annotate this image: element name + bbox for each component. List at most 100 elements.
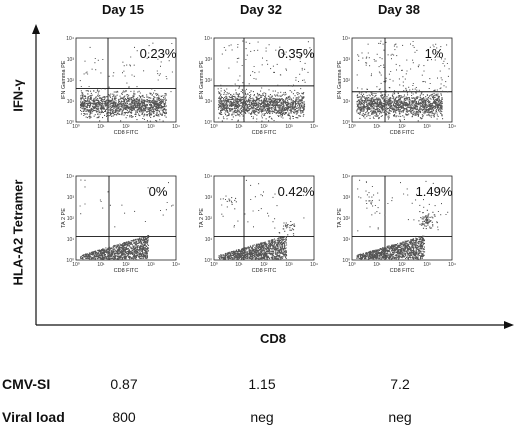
y-tick-label: 10³: [67, 195, 75, 201]
x-tick-label: 10¹: [373, 124, 381, 130]
x-axis-label: CD8 FITC: [114, 130, 139, 136]
column-header-day15: Day 15: [102, 2, 144, 17]
x-tick-label: 10²: [398, 124, 406, 130]
x-tick-label: 10²: [122, 124, 130, 130]
y-axis-label: TA 2 PE: [337, 208, 343, 228]
x-axis-label: CD8 FITC: [390, 268, 415, 274]
y-tick-label: 10¹: [343, 237, 351, 243]
quadrant-percentage: 1.49%: [416, 184, 453, 199]
x-tick-label: 10¹: [97, 262, 105, 268]
x-tick-label: 10³: [285, 124, 293, 130]
x-tick-label: 10⁰: [348, 124, 356, 130]
x-axis-label: CD8 FITC: [252, 268, 277, 274]
x-tick-label: 10³: [147, 262, 155, 268]
quadrant-percentage: 0.23%: [140, 46, 177, 61]
event-dots: [356, 40, 450, 122]
viral-load-value-day32: neg: [250, 409, 274, 425]
cmv-si-value-day32: 1.15: [248, 376, 276, 392]
y-axis-label: IFN Gamma PE: [199, 60, 205, 99]
y-tick-label: 10³: [343, 195, 351, 201]
panel-frame: [75, 175, 177, 261]
x-axis-label: CD8 FITC: [114, 268, 139, 274]
y-tick-label: 10²: [205, 78, 213, 84]
panel-frame: [351, 175, 453, 261]
x-tick-label: 10⁰: [348, 262, 356, 268]
y-tick-label: 10¹: [205, 99, 213, 105]
y-axis-label: TA 2 PE: [61, 208, 67, 228]
quadrant-percentage: 1%: [425, 46, 444, 61]
x-tick-label: 10¹: [235, 262, 243, 268]
panel-frame: [75, 37, 177, 123]
panel-frame: [351, 37, 453, 123]
x-tick-label: 10⁴: [310, 262, 318, 268]
y-tick-label: 10³: [205, 57, 213, 63]
x-tick-label: 10⁰: [210, 124, 218, 130]
x-tick-label: 10⁴: [448, 262, 456, 268]
y-tick-label: 10⁴: [342, 36, 350, 42]
y-tick-label: 10⁰: [204, 258, 212, 264]
y-axis-label: IFN Gamma PE: [337, 60, 343, 99]
y-axis-label: IFN Gamma PE: [61, 60, 67, 99]
x-axis-label: CD8 FITC: [252, 130, 277, 136]
y-axis-arrowhead: [32, 24, 40, 34]
x-tick-label: 10²: [260, 124, 268, 130]
x-tick-label: 10²: [398, 262, 406, 268]
y-tick-label: 10²: [67, 78, 75, 84]
y-tick-label: 10⁰: [66, 258, 74, 264]
x-axis-title-cd8: CD8: [260, 331, 287, 346]
x-tick-label: 10¹: [235, 124, 243, 130]
x-tick-label: 10³: [147, 124, 155, 130]
x-tick-label: 10⁰: [72, 262, 80, 268]
x-tick-label: 10⁴: [172, 262, 180, 268]
y-tick-label: 10⁰: [342, 120, 350, 126]
x-axis-label: CD8 FITC: [390, 130, 415, 136]
column-header-day32: Day 32: [240, 2, 282, 17]
x-tick-label: 10⁴: [448, 124, 456, 130]
cmv-si-value-day38: 7.2: [390, 376, 410, 392]
y-tick-label: 10⁴: [66, 36, 74, 42]
y-tick-label: 10³: [205, 195, 213, 201]
quadrant-percentage: 0.42%: [278, 184, 315, 199]
event-dots: [79, 42, 173, 122]
x-tick-label: 10²: [122, 262, 130, 268]
y-axis-label: TA 2 PE: [199, 208, 205, 228]
x-tick-label: 10¹: [373, 262, 381, 268]
viral-load-value-day15: 800: [112, 409, 136, 425]
x-tick-label: 10³: [423, 124, 431, 130]
y-tick-label: 10⁰: [204, 120, 212, 126]
panel-frame: [213, 175, 315, 261]
x-tick-label: 10²: [260, 262, 268, 268]
y-tick-label: 10⁴: [204, 36, 212, 42]
x-tick-label: 10⁴: [310, 124, 318, 130]
y-tick-label: 10²: [343, 216, 351, 222]
x-tick-label: 10¹: [97, 124, 105, 130]
x-tick-label: 10⁰: [210, 262, 218, 268]
panel-frame: [213, 37, 315, 123]
cmv-si-label: CMV-SI: [2, 376, 51, 392]
y-tick-label: 10²: [205, 216, 213, 222]
x-tick-label: 10⁴: [172, 124, 180, 130]
y-tick-label: 10¹: [67, 99, 75, 105]
viral-load-value-day38: neg: [388, 409, 412, 425]
x-tick-label: 10³: [285, 262, 293, 268]
y-tick-label: 10³: [343, 57, 351, 63]
y-tick-label: 10⁴: [204, 174, 212, 180]
y-tick-label: 10⁴: [342, 174, 350, 180]
event-dots: [218, 179, 305, 260]
x-tick-label: 10⁰: [72, 124, 80, 130]
cmv-si-value-day15: 0.87: [110, 376, 138, 392]
x-axis-arrowhead: [504, 321, 514, 329]
y-tick-label: 10¹: [205, 237, 213, 243]
event-dots: [79, 179, 174, 260]
y-tick-label: 10⁰: [66, 120, 74, 126]
viral-load-label: Viral load: [2, 409, 65, 425]
event-dots: [356, 179, 449, 260]
column-header-day38: Day 38: [378, 2, 420, 17]
quadrant-percentage: 0.35%: [278, 46, 315, 61]
